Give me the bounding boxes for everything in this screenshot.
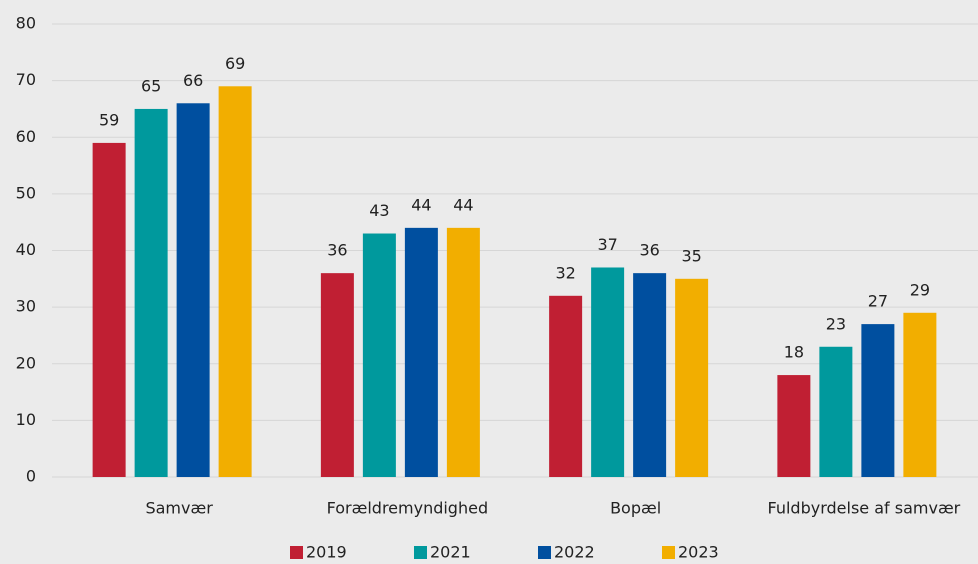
data-label: 23 [826, 314, 846, 333]
data-label: 43 [369, 201, 389, 220]
bar [633, 273, 667, 477]
x-tick-label: Fuldbyrdelse af samvær [768, 499, 961, 518]
data-label: 32 [555, 263, 575, 282]
y-tick-label: 70 [16, 70, 36, 89]
bar [903, 312, 937, 477]
bar [320, 273, 354, 477]
y-tick-label: 10 [16, 410, 36, 429]
y-tick-label: 50 [16, 183, 36, 202]
data-label: 44 [411, 195, 431, 214]
data-label: 44 [453, 195, 473, 214]
bar [446, 227, 480, 477]
bar [591, 267, 625, 477]
data-label: 35 [681, 246, 701, 265]
bar [549, 295, 583, 477]
bar [777, 375, 811, 477]
data-label: 66 [183, 71, 203, 90]
data-label: 29 [910, 280, 930, 299]
y-tick-label: 20 [16, 353, 36, 372]
data-label: 59 [99, 110, 119, 129]
data-label: 18 [784, 343, 804, 362]
legend-label: 2023 [678, 543, 719, 562]
y-tick-label: 60 [16, 127, 36, 146]
x-tick-label: Forældremyndighed [327, 499, 488, 518]
bar [362, 233, 396, 477]
y-tick-label: 0 [26, 467, 36, 486]
data-label: 65 [141, 76, 161, 95]
data-label: 36 [327, 241, 347, 260]
legend-swatch [538, 546, 551, 559]
bar [675, 278, 709, 477]
data-label: 69 [225, 54, 245, 73]
legend-label: 2022 [554, 543, 595, 562]
legend-label: 2019 [306, 543, 347, 562]
y-tick-label: 40 [16, 240, 36, 259]
bar [92, 142, 126, 477]
bar [134, 108, 168, 477]
x-tick-label: Bopæl [610, 499, 661, 518]
data-label: 36 [639, 241, 659, 260]
x-tick-label: Samvær [145, 499, 213, 518]
data-label: 37 [597, 235, 617, 254]
data-label: 27 [868, 292, 888, 311]
bar [861, 324, 895, 477]
y-tick-label: 30 [16, 297, 36, 316]
legend-swatch [290, 546, 303, 559]
legend-label: 2021 [430, 543, 471, 562]
bar [404, 227, 438, 477]
bar [819, 346, 853, 477]
legend-swatch [414, 546, 427, 559]
y-tick-label: 80 [16, 14, 36, 33]
bar [218, 86, 252, 477]
legend-swatch [662, 546, 675, 559]
bar [176, 103, 210, 478]
